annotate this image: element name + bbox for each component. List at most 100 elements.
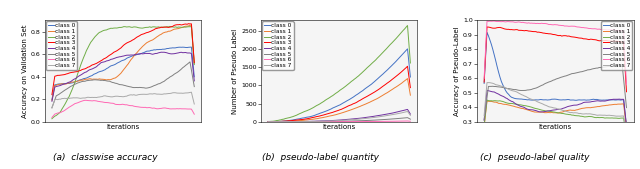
class 1 <box>179 26 187 28</box>
class 6 <box>297 121 305 123</box>
class 3 <box>191 62 198 64</box>
class 0 <box>509 97 516 99</box>
class 0 <box>401 51 408 53</box>
class 7 <box>133 94 141 96</box>
class 3 <box>623 91 630 93</box>
class 4 <box>623 125 630 127</box>
class 4 <box>401 109 408 111</box>
Line: class 1: class 1 <box>268 79 410 122</box>
class 3 <box>406 87 414 89</box>
class 4 <box>180 52 188 54</box>
Text: (b)  pseudo-label quantity: (b) pseudo-label quantity <box>262 153 378 162</box>
class 3 <box>264 120 272 123</box>
class 0 <box>264 121 272 123</box>
class 3 <box>133 36 141 38</box>
class 1 <box>406 94 414 96</box>
class 6 <box>48 116 56 118</box>
Line: class 0: class 0 <box>52 47 195 100</box>
class 1 <box>399 81 407 83</box>
class 5 <box>191 86 198 88</box>
class 2 <box>180 26 188 28</box>
class 6 <box>480 77 488 79</box>
class 4 <box>157 51 165 53</box>
Legend: class 0, class 1, class 2, class 3, class 4, class 5, class 6, class 7: class 0, class 1, class 2, class 3, clas… <box>262 21 294 70</box>
class 0 <box>617 99 625 101</box>
class 3 <box>509 29 516 31</box>
class 0 <box>122 58 129 61</box>
class 4 <box>299 120 307 123</box>
X-axis label: Iterations: Iterations <box>323 124 356 130</box>
class 4 <box>76 75 83 77</box>
class 3 <box>183 23 191 25</box>
class 1 <box>133 52 141 54</box>
class 0 <box>483 31 491 33</box>
class 7 <box>555 108 563 110</box>
class 5 <box>48 107 56 109</box>
class 0 <box>623 125 630 127</box>
Text: (c)  pseudo-label quality: (c) pseudo-label quality <box>479 153 589 162</box>
class 6 <box>566 25 574 27</box>
class 6 <box>291 121 299 123</box>
class 0 <box>133 54 141 56</box>
class 2 <box>404 25 412 27</box>
class 6 <box>123 104 131 106</box>
class 7 <box>76 97 83 99</box>
class 5 <box>617 64 625 66</box>
class 1 <box>76 80 83 82</box>
class 7 <box>264 121 272 123</box>
class 4 <box>406 113 414 115</box>
class 2 <box>483 99 491 101</box>
class 5 <box>396 117 404 119</box>
class 0 <box>566 99 574 101</box>
class 2 <box>566 114 574 116</box>
class 6 <box>191 113 198 115</box>
class 4 <box>264 121 272 123</box>
Line: class 7: class 7 <box>484 83 627 136</box>
class 1 <box>297 119 305 122</box>
class 2 <box>166 26 173 28</box>
class 1 <box>122 67 129 69</box>
class 2 <box>264 120 272 123</box>
X-axis label: Iterations: Iterations <box>539 124 572 130</box>
class 0 <box>48 99 56 101</box>
class 2 <box>623 136 630 138</box>
class 6 <box>180 108 188 110</box>
class 5 <box>183 63 191 65</box>
class 4 <box>404 108 412 110</box>
class 2 <box>509 103 516 105</box>
class 3 <box>617 41 625 43</box>
class 3 <box>555 35 563 37</box>
class 6 <box>404 120 412 122</box>
Legend: class 0, class 1, class 2, class 3, class 4, class 5, class 6, class 7: class 0, class 1, class 2, class 3, clas… <box>46 21 77 70</box>
class 1 <box>483 100 491 102</box>
class 7 <box>396 112 404 114</box>
class 0 <box>76 79 83 81</box>
class 5 <box>351 120 358 122</box>
class 0 <box>191 76 198 78</box>
class 1 <box>188 24 195 26</box>
class 6 <box>555 24 563 26</box>
class 2 <box>191 64 198 66</box>
class 5 <box>404 117 412 119</box>
class 3 <box>401 68 408 70</box>
class 2 <box>297 112 305 114</box>
class 3 <box>185 23 193 25</box>
class 0 <box>555 99 563 101</box>
class 4 <box>566 105 574 107</box>
class 3 <box>404 65 412 67</box>
class 7 <box>122 95 129 97</box>
Line: class 1: class 1 <box>52 25 195 100</box>
class 7 <box>81 97 89 99</box>
class 1 <box>404 78 412 80</box>
class 2 <box>337 88 345 90</box>
class 5 <box>339 120 347 122</box>
class 1 <box>509 105 516 107</box>
class 2 <box>48 118 56 120</box>
class 7 <box>188 91 195 93</box>
class 5 <box>616 64 623 66</box>
class 6 <box>299 121 307 123</box>
class 6 <box>509 21 516 23</box>
class 2 <box>617 117 625 119</box>
class 4 <box>555 108 563 110</box>
class 6 <box>623 84 630 86</box>
